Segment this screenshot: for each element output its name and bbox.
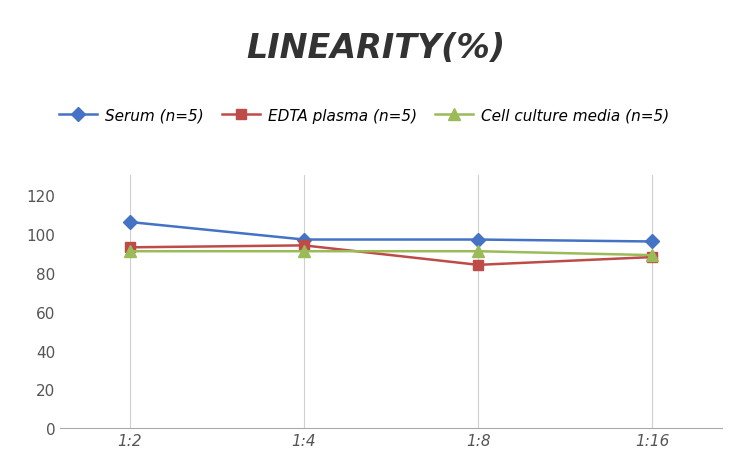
EDTA plasma (n=5)	[647, 255, 656, 260]
Serum (n=5)	[126, 220, 135, 225]
EDTA plasma (n=5)	[126, 245, 135, 250]
Line: Cell culture media (n=5): Cell culture media (n=5)	[124, 246, 658, 261]
Cell culture media (n=5)	[647, 253, 656, 258]
Cell culture media (n=5)	[126, 249, 135, 254]
Legend: Serum (n=5), EDTA plasma (n=5), Cell culture media (n=5): Serum (n=5), EDTA plasma (n=5), Cell cul…	[53, 102, 675, 129]
Serum (n=5)	[474, 237, 483, 243]
Text: LINEARITY(%): LINEARITY(%)	[247, 32, 505, 64]
Serum (n=5)	[647, 239, 656, 244]
EDTA plasma (n=5)	[474, 262, 483, 268]
Line: EDTA plasma (n=5): EDTA plasma (n=5)	[125, 241, 657, 270]
Cell culture media (n=5)	[474, 249, 483, 254]
Line: Serum (n=5): Serum (n=5)	[125, 218, 657, 247]
Cell culture media (n=5)	[299, 249, 308, 254]
EDTA plasma (n=5)	[299, 243, 308, 249]
Serum (n=5)	[299, 237, 308, 243]
